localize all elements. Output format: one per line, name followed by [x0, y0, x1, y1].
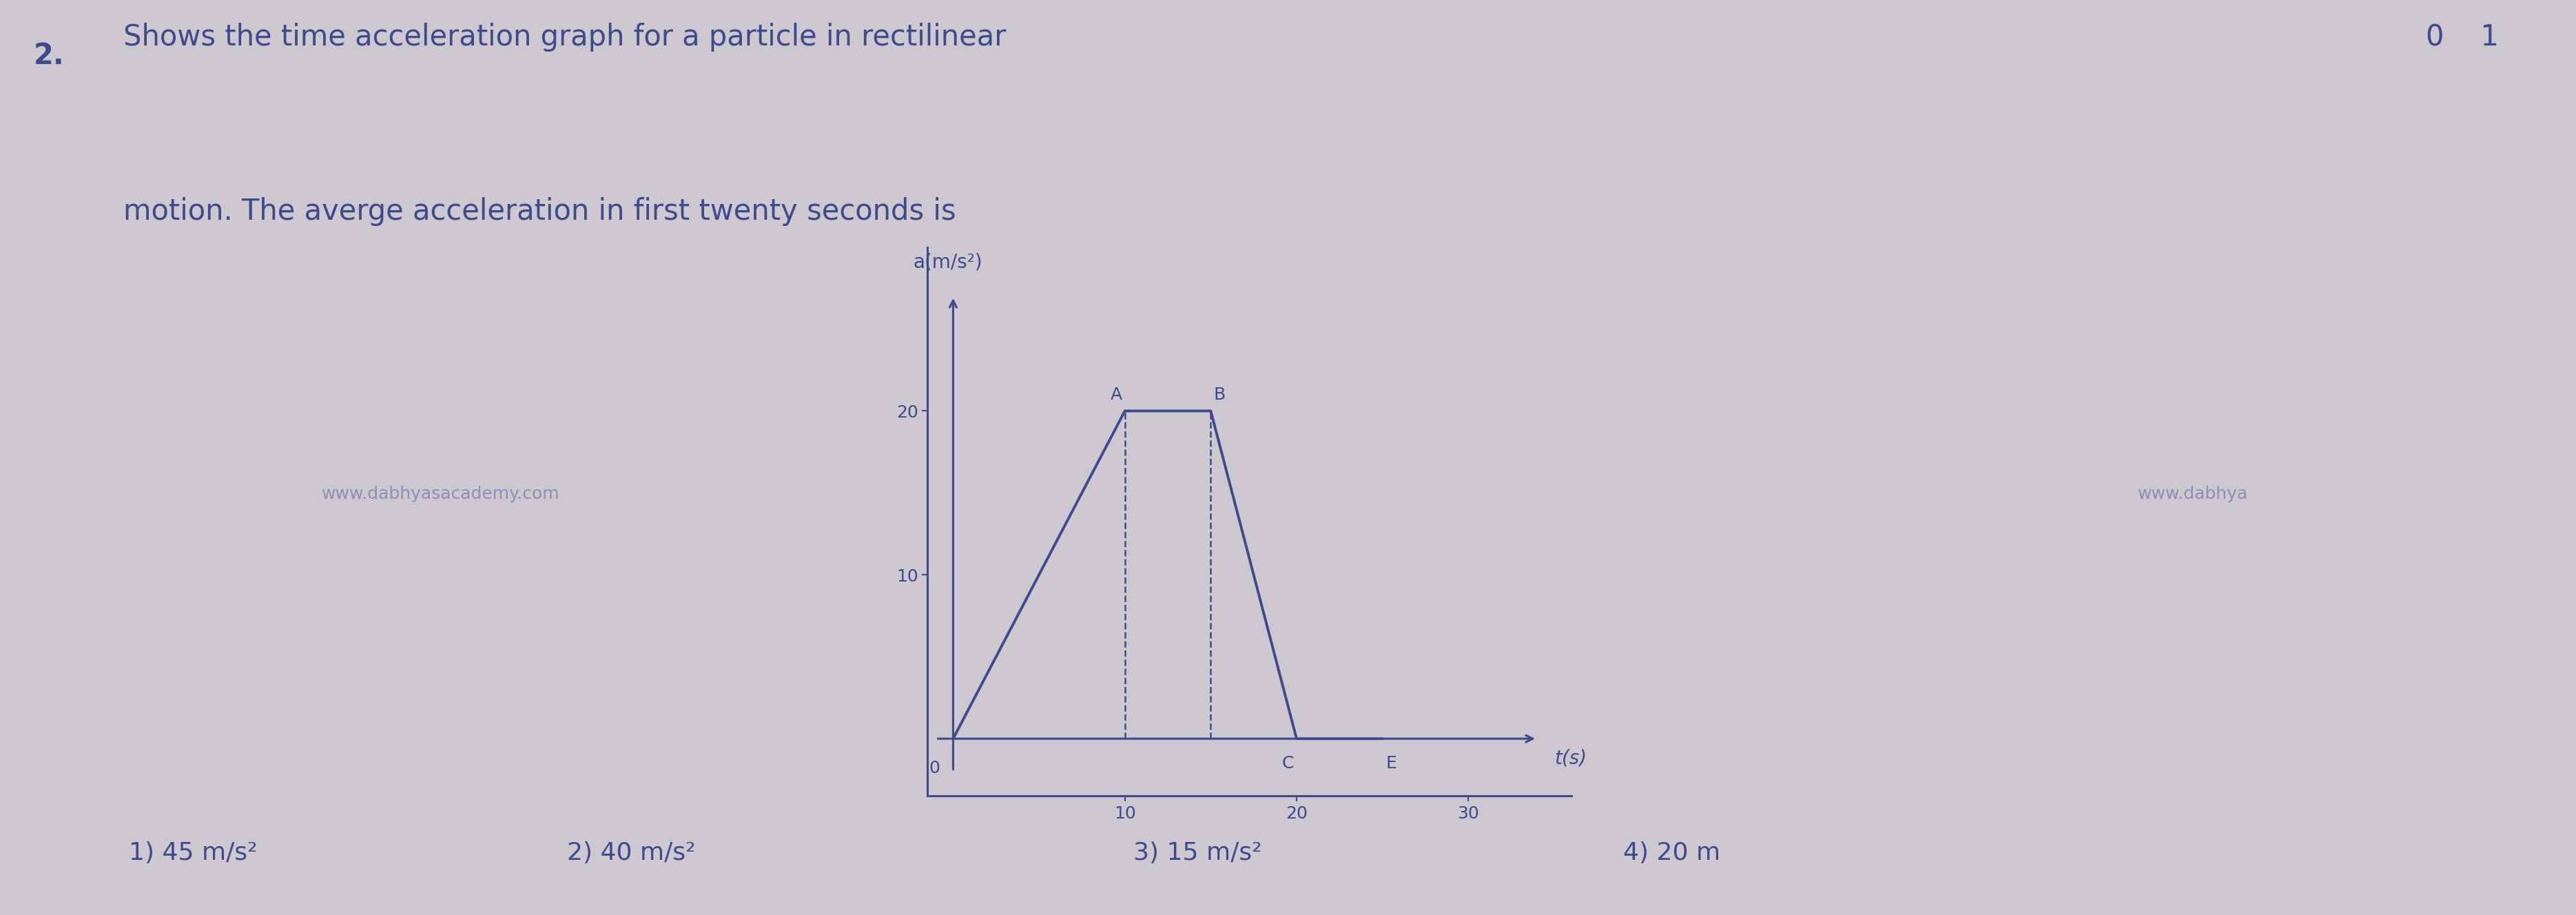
Text: 0: 0: [930, 760, 940, 777]
Text: 4) 20 m: 4) 20 m: [1623, 841, 1721, 865]
Text: 1) 45 m/s²: 1) 45 m/s²: [129, 841, 258, 865]
Text: www.dabhyasacademy.com: www.dabhyasacademy.com: [322, 486, 559, 502]
Text: 3) 15 m/s²: 3) 15 m/s²: [1133, 841, 1262, 865]
Text: www.dabhya: www.dabhya: [2138, 486, 2249, 502]
Text: 2) 40 m/s²: 2) 40 m/s²: [567, 841, 696, 865]
Text: C: C: [1283, 755, 1293, 771]
Text: 2.: 2.: [33, 41, 64, 70]
Text: t(s): t(s): [1553, 748, 1587, 768]
Text: A: A: [1110, 386, 1123, 403]
Text: 0    1: 0 1: [2427, 23, 2499, 52]
Text: B: B: [1213, 386, 1226, 403]
Text: a(m/s²): a(m/s²): [914, 253, 981, 272]
Text: E: E: [1386, 755, 1396, 771]
Text: Shows the time acceleration graph for a particle in rectilinear: Shows the time acceleration graph for a …: [124, 23, 1007, 52]
Text: motion. The averge acceleration in first twenty seconds is: motion. The averge acceleration in first…: [124, 197, 956, 226]
